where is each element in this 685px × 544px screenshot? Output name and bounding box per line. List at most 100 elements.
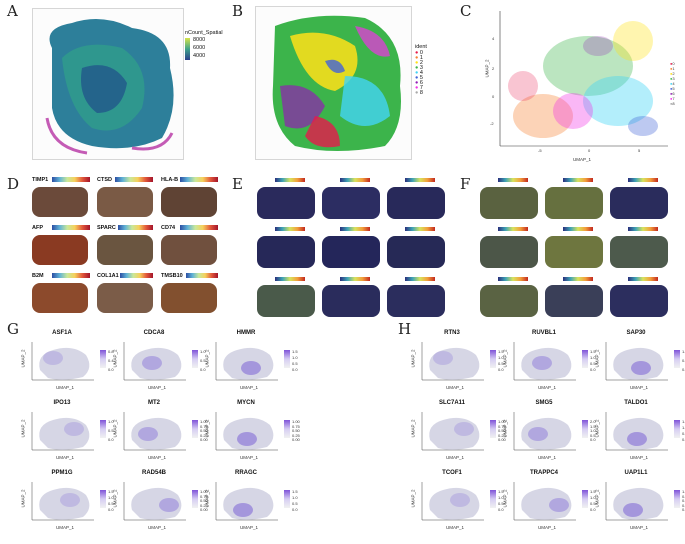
gene-title: HMMR bbox=[236, 330, 256, 336]
gene-colorbar bbox=[118, 225, 153, 230]
umap-legend-1: ●1 bbox=[670, 66, 675, 71]
expression-scale-label: 0.00 bbox=[292, 437, 300, 442]
gene-label: B2M bbox=[32, 273, 44, 279]
gene-label: COL1A1 bbox=[97, 273, 119, 279]
tissue-spatial-b bbox=[272, 15, 401, 152]
expression-scale-label: 0.50 bbox=[200, 498, 208, 503]
gene-spatial-map bbox=[322, 285, 380, 317]
legend-ident-list: ● 0 ● 1 ● 2 ● 3 ● 4 ● 5 ● 6 ● 7 ● 8 bbox=[415, 50, 435, 96]
expression-scale-label: 1.0 bbox=[590, 428, 596, 433]
gene-colorbar bbox=[563, 227, 593, 231]
label-e: E bbox=[232, 175, 243, 193]
umap-feature-plot bbox=[421, 482, 484, 521]
umap-yaxis-title: UMAP_2 bbox=[594, 489, 600, 508]
expression-scale-label: 0.8 bbox=[108, 349, 114, 354]
expression-scale-label: 1.5 bbox=[292, 489, 298, 494]
expression-colorbar bbox=[192, 420, 198, 438]
expression-colorbar bbox=[100, 490, 106, 508]
umap-feature-plot bbox=[421, 342, 484, 381]
expression-colorbar bbox=[284, 420, 290, 438]
umap-c-xaxis-title: UMAP_1 bbox=[573, 157, 592, 162]
umap-feature-plot bbox=[31, 482, 94, 521]
expression-colorbar bbox=[674, 490, 680, 508]
panel-d-gene-maps: TIMP1 CTSD HLA-B AFP SPARC CD74 B2M COL1… bbox=[30, 177, 225, 317]
legend-ident-1: ● 1 bbox=[415, 55, 423, 61]
umap-feature-plot bbox=[513, 342, 576, 381]
umap-c-yaxis-title: UMAP_2 bbox=[484, 59, 490, 78]
expression-scale-label: 1.00 bbox=[200, 489, 208, 494]
gene-colorbar bbox=[180, 177, 218, 182]
umap-c-ytick: 4 bbox=[492, 36, 495, 41]
legend-ident-5: ● 5 bbox=[415, 75, 423, 81]
panel-g-feature-plots: ASF1A UMAP_2 UMAP_1 0.8 0.4 0.0 CDCA8 UMAP_2 UMA… bbox=[20, 330, 300, 544]
gene-spatial-map bbox=[322, 187, 380, 219]
expression-scale-label: 0.5 bbox=[590, 361, 596, 366]
umap-legend-6: ●6 bbox=[670, 91, 675, 96]
legend-title: nCount_Spatial bbox=[185, 30, 223, 36]
gene-spatial-map bbox=[387, 236, 445, 268]
expression-scale-label: 1.0 bbox=[108, 419, 114, 424]
legend-colorbar bbox=[185, 38, 190, 60]
expression-colorbar bbox=[582, 420, 588, 438]
panel-h-feature-plots: RTN3 UMAP_2 UMAP_1 1.5 1.0 0.5 0.0 RUVBL1 UMAP_2… bbox=[410, 330, 685, 544]
expression-scale-label: 1.5 bbox=[108, 489, 114, 494]
gene-colorbar bbox=[563, 277, 593, 281]
legend-value-high: 8000 bbox=[193, 37, 206, 43]
expression-scale-label: 0.00 bbox=[498, 437, 506, 442]
expression-scale-label: 1.5 bbox=[682, 419, 685, 424]
legend-ident-6: ● 6 bbox=[415, 80, 423, 86]
expression-scale-label: 1.5 bbox=[590, 489, 596, 494]
expression-scale-label: 0.5 bbox=[682, 358, 685, 363]
umap-c-ytick: 2 bbox=[492, 66, 495, 71]
expression-scale-label: 1.0 bbox=[292, 495, 298, 500]
gene-colorbar bbox=[340, 277, 370, 281]
umap-feature-plot bbox=[605, 342, 668, 381]
umap-yaxis-title: UMAP_2 bbox=[410, 489, 416, 508]
gene-title: UAP1L1 bbox=[624, 470, 648, 476]
panel-a-spatial: nCount_Spatial 8000 6000 4000 bbox=[32, 8, 223, 168]
expression-scale-label: 0.5 bbox=[292, 361, 298, 366]
expression-scale-label: 1.00 bbox=[200, 419, 208, 424]
gene-title: RRAGC bbox=[235, 470, 257, 476]
gene-colorbar bbox=[498, 227, 528, 231]
gene-title: PPM1G bbox=[51, 470, 73, 476]
gene-spatial-map bbox=[161, 283, 217, 313]
expression-scale-label: 0.5 bbox=[590, 501, 596, 506]
umap-yaxis-title: UMAP_2 bbox=[20, 419, 26, 438]
label-f: F bbox=[460, 175, 471, 193]
gene-spatial-map bbox=[32, 187, 88, 217]
panel-f-gene-maps bbox=[478, 177, 683, 317]
expression-scale-label: 1.0 bbox=[682, 425, 685, 430]
umap-yaxis-title: UMAP_2 bbox=[502, 419, 508, 438]
gene-spatial-map bbox=[322, 236, 380, 268]
umap-legend-7: ●7 bbox=[670, 96, 675, 101]
gene-colorbar bbox=[52, 273, 90, 278]
expression-scale-label: 1.00 bbox=[498, 419, 506, 424]
gene-spatial-map bbox=[545, 187, 603, 219]
expression-scale-label: 0.0 bbox=[682, 437, 685, 442]
umap-legend-8: ●8 bbox=[670, 101, 675, 106]
gene-spatial-map bbox=[480, 187, 538, 219]
legend-ident-3: ● 3 bbox=[415, 65, 423, 71]
expression-colorbar bbox=[100, 350, 106, 368]
gene-label: TIMP1 bbox=[32, 177, 49, 183]
expression-scale-label: 0.00 bbox=[200, 507, 208, 512]
umap-yaxis-title: UMAP_2 bbox=[502, 349, 508, 368]
expression-scale-label: 1.00 bbox=[292, 419, 300, 424]
umap-yaxis-title: UMAP_2 bbox=[594, 419, 600, 438]
gene-colorbar bbox=[405, 178, 435, 182]
umap-legend-3: ●3 bbox=[670, 76, 675, 81]
gene-colorbar bbox=[52, 177, 90, 182]
expression-scale-label: 1.0 bbox=[498, 355, 504, 360]
gene-spatial-map bbox=[610, 236, 668, 268]
umap-feature-plot bbox=[513, 482, 576, 521]
label-h: H bbox=[398, 320, 412, 338]
expression-scale-label: 1.0 bbox=[292, 355, 298, 360]
gene-spatial-map bbox=[161, 187, 217, 217]
gene-spatial-map bbox=[257, 187, 315, 219]
umap-c-xtick: -5 bbox=[538, 148, 542, 153]
expression-scale-label: 0.75 bbox=[200, 423, 208, 429]
expression-scale-label: 1.0 bbox=[498, 495, 504, 500]
umap-feature-plot bbox=[215, 482, 278, 521]
expression-scale-label: 0.0 bbox=[590, 507, 596, 512]
